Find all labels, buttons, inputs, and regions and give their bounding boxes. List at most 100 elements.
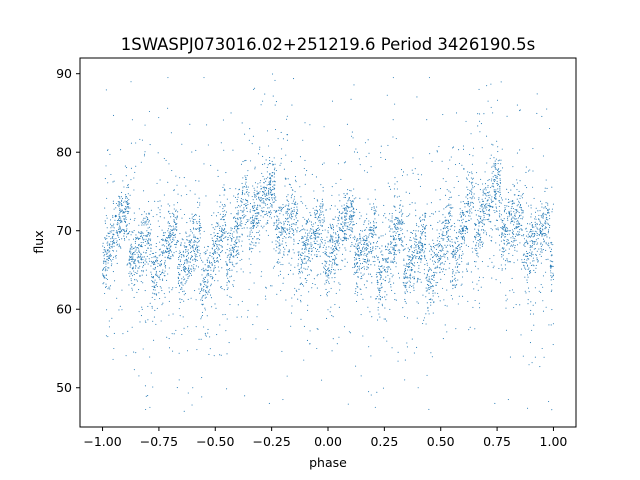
data-point xyxy=(343,239,345,241)
data-point xyxy=(162,269,164,271)
data-point xyxy=(260,188,262,190)
data-point xyxy=(465,227,468,229)
data-point xyxy=(169,243,171,245)
data-point xyxy=(428,284,430,287)
data-point xyxy=(484,203,486,205)
data-point xyxy=(245,215,247,217)
data-point xyxy=(138,232,140,234)
data-point xyxy=(303,285,305,287)
data-point xyxy=(403,282,405,284)
data-point xyxy=(192,266,194,268)
data-point xyxy=(503,242,505,244)
data-point xyxy=(464,203,466,205)
data-point xyxy=(265,287,267,289)
data-point xyxy=(217,249,219,251)
data-point xyxy=(478,239,481,241)
data-point xyxy=(248,219,250,221)
data-point xyxy=(408,280,410,282)
data-point xyxy=(283,235,285,238)
data-point xyxy=(190,273,192,275)
data-point xyxy=(505,268,507,270)
data-point xyxy=(503,218,505,220)
data-point xyxy=(409,292,411,294)
data-point xyxy=(443,273,446,276)
data-point xyxy=(124,222,127,224)
data-point xyxy=(331,237,333,239)
data-point xyxy=(225,261,227,263)
data-point xyxy=(164,232,166,234)
data-point xyxy=(131,247,133,249)
data-point xyxy=(244,223,246,226)
data-point xyxy=(160,263,162,265)
data-point xyxy=(394,242,396,244)
data-point xyxy=(410,278,412,280)
data-point xyxy=(464,225,467,227)
data-point xyxy=(178,252,180,254)
data-point xyxy=(467,203,469,205)
data-point xyxy=(192,216,194,218)
data-point xyxy=(513,262,515,264)
data-point xyxy=(397,217,399,219)
data-point xyxy=(170,251,173,253)
data-point xyxy=(452,279,454,281)
data-point xyxy=(479,215,481,217)
data-point xyxy=(467,204,469,206)
data-point xyxy=(408,258,410,261)
data-point xyxy=(373,214,375,216)
data-point xyxy=(482,191,484,193)
data-point xyxy=(133,252,135,254)
data-point xyxy=(549,266,551,268)
data-point xyxy=(358,265,360,267)
data-point xyxy=(535,225,537,227)
data-point xyxy=(501,227,503,229)
data-point xyxy=(342,226,344,228)
data-point xyxy=(413,251,415,253)
data-point xyxy=(394,219,396,221)
data-point xyxy=(181,281,183,283)
data-point xyxy=(516,221,518,223)
data-point xyxy=(380,282,382,284)
data-point xyxy=(529,240,531,242)
data-point xyxy=(398,228,400,230)
data-point xyxy=(260,180,262,182)
data-point xyxy=(326,295,328,297)
data-point xyxy=(119,212,121,214)
data-point xyxy=(424,244,426,246)
data-point xyxy=(532,257,534,259)
data-point xyxy=(306,236,308,238)
data-point xyxy=(245,191,247,194)
data-point xyxy=(148,200,150,203)
data-point xyxy=(444,226,446,228)
data-point xyxy=(345,207,347,209)
data-point xyxy=(389,250,391,252)
data-point xyxy=(306,309,309,311)
data-point xyxy=(332,247,334,249)
data-point xyxy=(511,277,513,280)
data-point xyxy=(493,164,495,166)
data-point xyxy=(529,254,531,257)
data-point xyxy=(371,229,373,231)
data-point xyxy=(446,232,448,234)
data-point xyxy=(543,235,545,237)
data-point xyxy=(280,290,282,292)
data-point xyxy=(230,213,232,215)
data-point xyxy=(180,263,182,266)
data-point xyxy=(460,236,462,238)
data-point xyxy=(508,205,510,207)
data-point xyxy=(506,227,508,229)
data-point xyxy=(353,198,355,200)
data-point xyxy=(545,259,547,261)
data-point xyxy=(137,270,139,272)
data-point xyxy=(430,249,433,251)
data-point xyxy=(209,294,212,296)
data-point xyxy=(282,138,284,140)
data-point xyxy=(394,224,396,226)
data-point xyxy=(424,227,426,229)
data-point xyxy=(377,256,379,258)
data-point xyxy=(418,258,420,260)
data-point xyxy=(442,238,444,240)
data-point xyxy=(550,264,552,266)
data-point xyxy=(458,263,460,265)
data-point xyxy=(541,234,543,236)
data-point xyxy=(395,232,397,234)
